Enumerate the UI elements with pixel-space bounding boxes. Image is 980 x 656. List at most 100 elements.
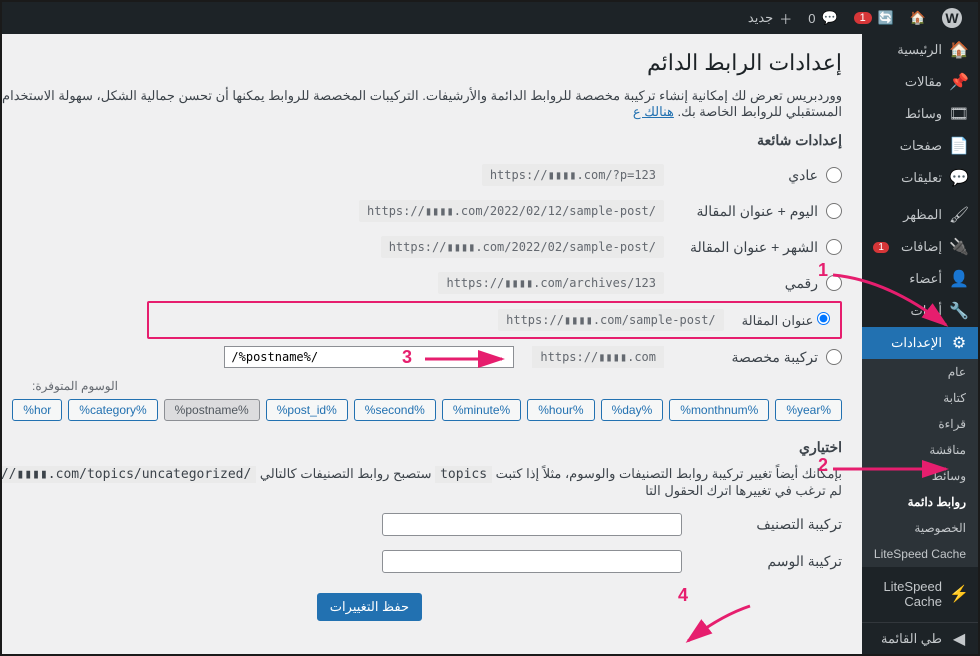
- admin-sidebar: 🏠 الرئيسية 📌 مقالات 🎞 وسائط 📄 صفحات 💬تعليقات 🖌 الم…: [862, 34, 978, 654]
- updates-indicator[interactable]: 🔄 1: [846, 2, 902, 34]
- comments-indicator[interactable]: 💬 0: [800, 2, 845, 34]
- menu-label: LiteSpeed Cache: [872, 579, 942, 609]
- sidebar-item-0[interactable]: 🏠 الرئيسية: [862, 34, 978, 66]
- menu-icon: 🔌: [950, 238, 968, 256]
- menu-label: طي القائمة: [881, 631, 942, 647]
- sidebar-item-6[interactable]: 🔌 إضافات 1: [862, 231, 978, 263]
- menu-label: مقالات: [905, 74, 942, 90]
- structure-tag-0[interactable]: %year%: [775, 399, 842, 421]
- available-tags-label: الوسوم المتوفرة:: [32, 379, 842, 393]
- sidebar-item-11[interactable]: ◀ طي القائمة: [862, 622, 978, 654]
- menu-label: وسائط: [905, 106, 942, 122]
- submenu-item-1[interactable]: كتابة: [862, 385, 978, 411]
- structure-tag-2[interactable]: %day%: [601, 399, 664, 421]
- update-badge: 1: [873, 242, 889, 253]
- content-area: إعدادات الرابط الدائم ووردبريس تعرض لك إ…: [0, 34, 862, 654]
- option-label[interactable]: عنوان المقالة: [742, 312, 830, 329]
- inline-code: topics: [435, 466, 492, 483]
- option-label[interactable]: الشهر + عنوان المقالة: [682, 239, 842, 256]
- tag-base-row: تركيبة الوسم: [0, 550, 842, 573]
- submenu-item-6[interactable]: الخصوصية: [862, 515, 978, 541]
- category-base-row: تركيبة التصنيف: [0, 513, 842, 536]
- tag-base-input[interactable]: [382, 550, 682, 573]
- menu-label: الإعدادات: [891, 335, 942, 351]
- menu-icon: 📌: [950, 73, 968, 91]
- submenu-item-7[interactable]: LiteSpeed Cache: [862, 541, 978, 567]
- sidebar-item-10[interactable]: ⚡ LiteSpeed Cache: [862, 572, 978, 616]
- menu-icon: ⚡: [950, 585, 968, 603]
- menu-label: الرئيسية: [897, 42, 942, 58]
- menu-icon: 👤: [950, 270, 968, 288]
- category-base-label: تركيبة التصنيف: [702, 516, 842, 533]
- menu-label: صفحات: [900, 138, 942, 154]
- structure-tags: %year% %monthnum%%day% %hour% %minute% %seco…: [0, 399, 842, 421]
- sidebar-item-5[interactable]: 🖌 المظهر: [862, 199, 978, 231]
- settings-submenu: عامكتابةقراءةمناقشةوسائطروابط دائمةالخصو…: [862, 359, 978, 567]
- menu-icon: ⚙: [950, 334, 968, 352]
- menu-label: أدوات: [910, 303, 942, 319]
- submenu-item-3[interactable]: مناقشة: [862, 437, 978, 463]
- menu-label: المظهر: [903, 207, 942, 223]
- admin-bar: W 🏠 🔄 1 💬 0 ＋ جديد: [2, 2, 978, 34]
- sidebar-item-8[interactable]: 🔧 أدوات: [862, 295, 978, 327]
- option-radio[interactable]: [826, 167, 842, 183]
- site-home[interactable]: 🏠: [902, 2, 934, 34]
- updates-count: 1: [854, 12, 872, 24]
- new-content[interactable]: ＋ جديد: [740, 2, 800, 34]
- menu-icon: 💬: [950, 169, 968, 187]
- permalink-option-selected: عنوان المقالة https://▮▮▮▮.com/sample-pos…: [147, 301, 842, 339]
- option-example: https://▮▮▮▮.com/archives/123: [438, 272, 664, 294]
- menu-icon: 🖌: [950, 206, 968, 224]
- menu-icon: 🔧: [950, 302, 968, 320]
- option-example: https://▮▮▮▮.com/sample-post/: [498, 309, 724, 331]
- sidebar-item-7[interactable]: 👤 أعضاء: [862, 263, 978, 295]
- structure-tag-7[interactable]: %postname%: [164, 399, 260, 421]
- option-example: https://▮▮▮▮.com/2022/02/12/sample-post/: [359, 200, 664, 222]
- optional-heading: اختياري: [0, 439, 842, 456]
- option-label[interactable]: رقمي: [682, 275, 842, 292]
- wp-logo[interactable]: W: [934, 2, 970, 34]
- option-radio[interactable]: [826, 349, 842, 365]
- option-radio[interactable]: [826, 239, 842, 255]
- optional-description: بإمكانك أيضاً تغيير تركيبة روابط التصنيف…: [0, 466, 842, 499]
- permalink-option-custom: تركيبة مخصصة https://▮▮▮▮.com: [0, 339, 842, 375]
- structure-tag-8[interactable]: %category%: [68, 399, 157, 421]
- structure-tag-1[interactable]: %monthnum%: [669, 399, 769, 421]
- desc-link[interactable]: هنالك ع: [633, 104, 674, 119]
- custom-structure-input[interactable]: [224, 346, 514, 368]
- submenu-item-2[interactable]: قراءة: [862, 411, 978, 437]
- submenu-item-5[interactable]: روابط دائمة: [862, 489, 978, 515]
- structure-tag-9[interactable]: hor%: [12, 399, 62, 421]
- option-label[interactable]: تركيبة مخصصة: [682, 349, 842, 366]
- sidebar-item-9[interactable]: ⚙ الإعدادات: [862, 327, 978, 359]
- permalink-option-2: الشهر + عنوان المقالةhttps://▮▮▮▮.com/20…: [0, 229, 842, 265]
- sidebar-item-2[interactable]: 🎞 وسائط: [862, 98, 978, 130]
- menu-icon: 🏠: [950, 41, 968, 59]
- sidebar-item-4[interactable]: 💬تعليقات: [862, 162, 978, 194]
- option-radio[interactable]: [826, 203, 842, 219]
- save-button[interactable]: حفظ التغييرات: [317, 593, 422, 621]
- structure-tag-6[interactable]: %post_id%: [266, 399, 348, 421]
- structure-tag-4[interactable]: %minute%: [442, 399, 521, 421]
- new-label: جديد: [748, 10, 773, 26]
- page-description: ووردبريس تعرض لك إمكانية إنشاء تركيبة مخ…: [0, 88, 842, 120]
- menu-label: أعضاء: [909, 271, 942, 287]
- option-radio[interactable]: [817, 312, 830, 325]
- category-base-input[interactable]: [382, 513, 682, 536]
- option-label[interactable]: عادي: [682, 167, 842, 184]
- menu-icon: 🎞: [950, 105, 968, 123]
- option-example: https://▮▮▮▮.com/?p=123: [482, 164, 664, 186]
- submenu-item-0[interactable]: عام: [862, 359, 978, 385]
- submenu-item-4[interactable]: وسائط: [862, 463, 978, 489]
- option-radio[interactable]: [826, 275, 842, 291]
- structure-tag-3[interactable]: %hour%: [527, 399, 594, 421]
- structure-tag-5[interactable]: %second%: [354, 399, 436, 421]
- wordpress-icon: W: [942, 8, 962, 28]
- option-label[interactable]: اليوم + عنوان المقالة: [682, 203, 842, 220]
- sidebar-item-1[interactable]: 📌 مقالات: [862, 66, 978, 98]
- sidebar-item-3[interactable]: 📄 صفحات: [862, 130, 978, 162]
- menu-icon: ◀: [950, 630, 968, 648]
- menu-icon: 📄: [950, 137, 968, 155]
- menu-label: إضافات: [901, 239, 942, 255]
- custom-prefix: https://▮▮▮▮.com: [532, 346, 664, 368]
